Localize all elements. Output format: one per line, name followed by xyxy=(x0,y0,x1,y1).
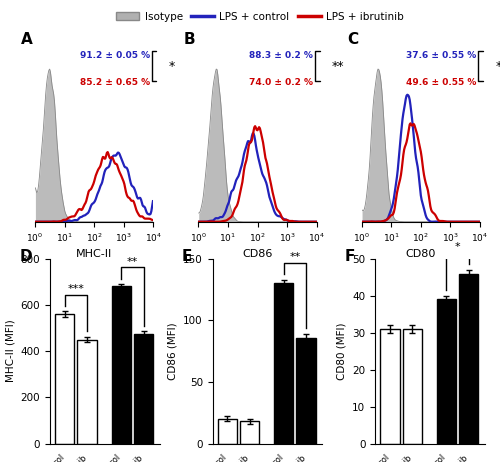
Text: ibrutinib: ibrutinib xyxy=(220,453,251,462)
X-axis label: CD86: CD86 xyxy=(242,249,272,260)
Text: **: ** xyxy=(332,60,344,73)
Text: D: D xyxy=(19,249,32,264)
Y-axis label: MHC-II (MFI): MHC-II (MFI) xyxy=(5,320,15,383)
Text: *: * xyxy=(454,242,460,252)
Bar xyxy=(380,329,400,444)
X-axis label: MHC-II: MHC-II xyxy=(76,249,112,260)
Text: A: A xyxy=(21,32,32,47)
Text: ibrutinib: ibrutinib xyxy=(276,453,308,462)
Text: ***: *** xyxy=(68,284,84,294)
Bar xyxy=(296,338,316,444)
Text: C: C xyxy=(348,32,358,47)
Text: 74.0 ± 0.2 %: 74.0 ± 0.2 % xyxy=(249,78,313,87)
Text: ibrutinib: ibrutinib xyxy=(382,453,414,462)
Text: 91.2 ± 0.05 %: 91.2 ± 0.05 % xyxy=(80,51,150,61)
Text: E: E xyxy=(182,249,192,264)
Text: ibrutinib: ibrutinib xyxy=(57,453,88,462)
Text: control: control xyxy=(96,453,122,462)
Text: ibrutinib: ibrutinib xyxy=(439,453,470,462)
Bar xyxy=(459,274,478,444)
Text: 85.2 ± 0.65 %: 85.2 ± 0.65 % xyxy=(80,78,150,87)
Y-axis label: CD86 (MFI): CD86 (MFI) xyxy=(168,322,177,380)
Y-axis label: CD80 (MFI): CD80 (MFI) xyxy=(336,322,346,380)
X-axis label: CD80: CD80 xyxy=(406,249,436,260)
Text: 88.3 ± 0.2 %: 88.3 ± 0.2 % xyxy=(249,51,313,61)
Bar xyxy=(218,419,237,444)
Text: *: * xyxy=(168,60,175,73)
Text: 37.6 ± 0.55 %: 37.6 ± 0.55 % xyxy=(406,51,476,61)
Text: control: control xyxy=(40,453,66,462)
Bar xyxy=(134,334,153,444)
Text: control: control xyxy=(421,453,448,462)
Bar xyxy=(112,286,131,444)
Text: control: control xyxy=(258,453,285,462)
Bar xyxy=(55,314,74,444)
Bar xyxy=(274,283,293,444)
Text: ibrutinib: ibrutinib xyxy=(114,453,145,462)
Text: **: ** xyxy=(127,256,138,267)
Bar xyxy=(78,340,97,444)
Legend: Isotype, LPS + control, LPS + ibrutinib: Isotype, LPS + control, LPS + ibrutinib xyxy=(112,7,408,26)
Text: control: control xyxy=(364,453,392,462)
Bar xyxy=(402,329,422,444)
Bar xyxy=(437,299,456,444)
Text: control: control xyxy=(202,453,229,462)
Text: B: B xyxy=(184,32,196,47)
Text: **: ** xyxy=(496,60,500,73)
Text: **: ** xyxy=(290,252,300,262)
Bar xyxy=(240,421,260,444)
Text: 49.6 ± 0.55 %: 49.6 ± 0.55 % xyxy=(406,78,476,87)
Text: F: F xyxy=(344,249,355,264)
